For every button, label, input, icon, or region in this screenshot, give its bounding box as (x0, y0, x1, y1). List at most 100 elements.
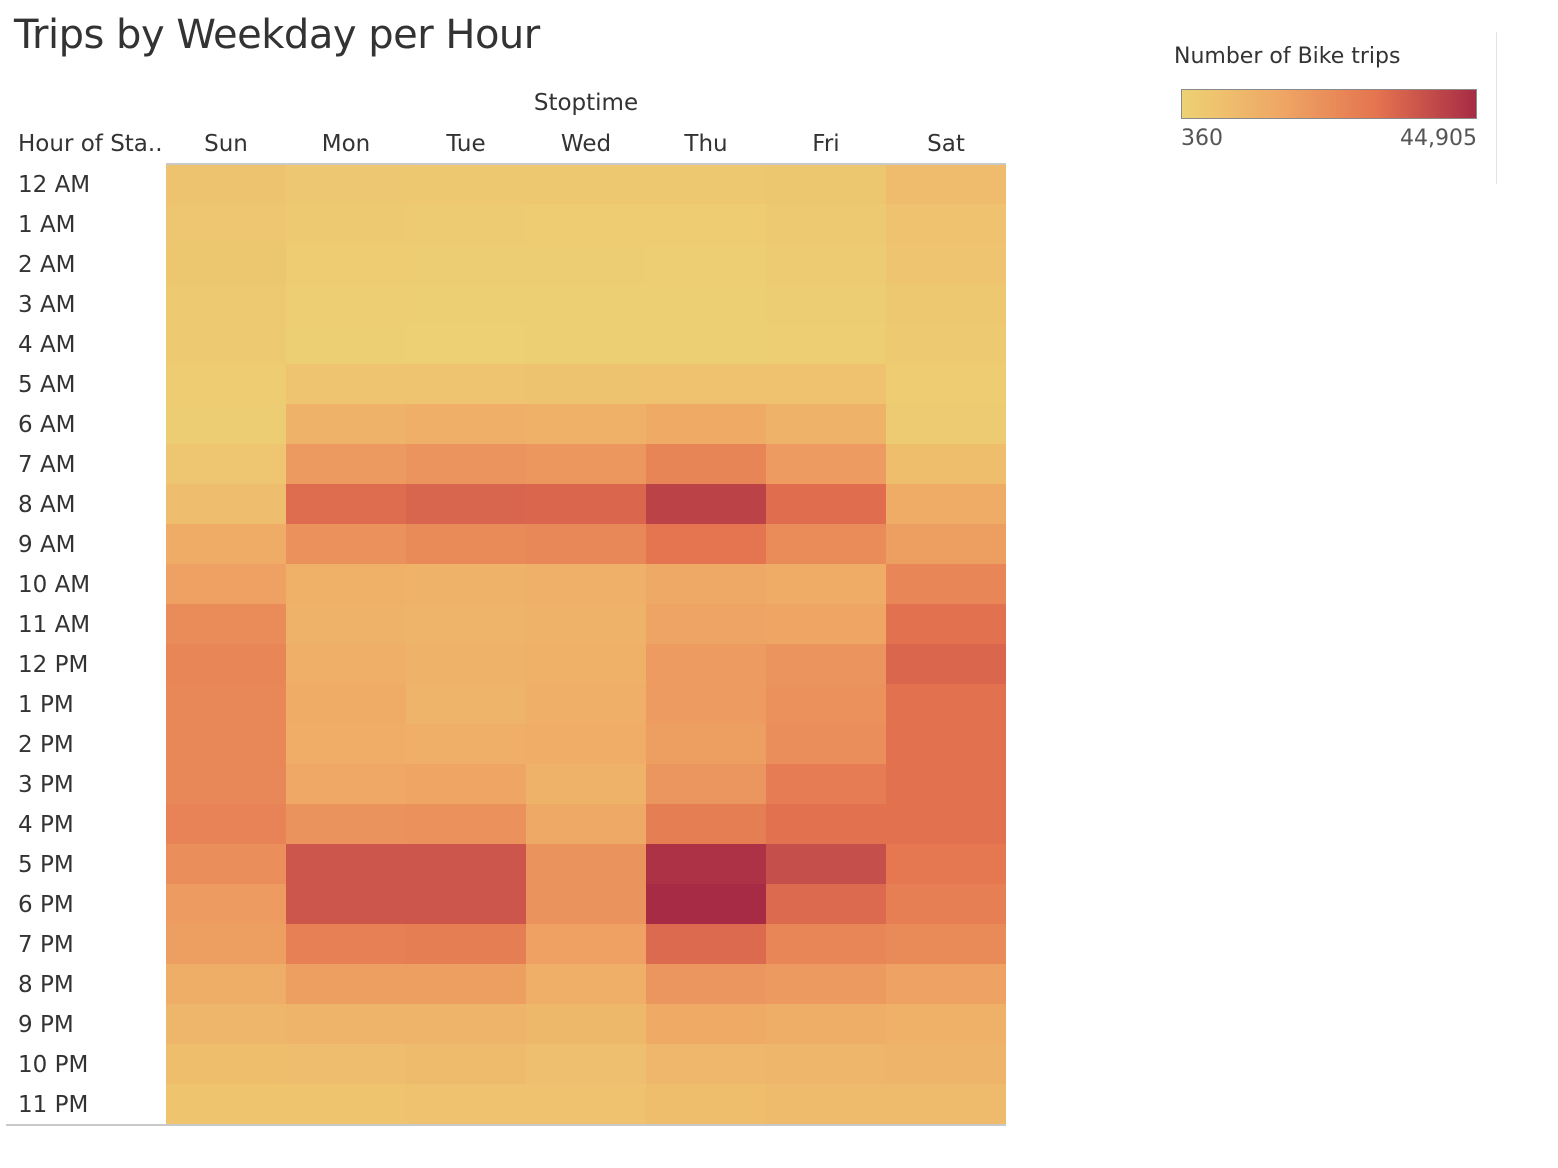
heatmap-cell[interactable]: 6 AM / Sat: 2400 (886, 404, 1006, 444)
heatmap-cell[interactable]: 7 AM / Mon: 19000 (286, 444, 406, 484)
heatmap-cell[interactable]: 10 AM / Fri: 13500 (766, 564, 886, 604)
heatmap-cell[interactable]: 12 AM / Thu: 3400 (646, 164, 766, 204)
heatmap-cell[interactable]: 3 PM / Mon: 15000 (286, 764, 406, 804)
heatmap-cell[interactable]: 9 PM / Sat: 11800 (886, 1004, 1006, 1044)
heatmap-cell[interactable]: 12 PM / Thu: 18500 (646, 644, 766, 684)
heatmap-cell[interactable]: 6 AM / Thu: 14000 (646, 404, 766, 444)
heatmap-cell[interactable]: 8 AM / Fri: 31000 (766, 484, 886, 524)
heatmap-cell[interactable]: 3 AM / Wed: 1000 (526, 284, 646, 324)
heatmap-cell[interactable]: 5 AM / Thu: 5600 (646, 364, 766, 404)
heatmap-cell[interactable]: 10 PM / Mon: 7500 (286, 1044, 406, 1084)
heatmap-cell[interactable]: 2 PM / Tue: 12500 (406, 724, 526, 764)
heatmap-cell[interactable]: 10 AM / Thu: 14500 (646, 564, 766, 604)
heatmap-cell[interactable]: 9 PM / Thu: 14000 (646, 1004, 766, 1044)
heatmap-cell[interactable]: 10 PM / Thu: 9500 (646, 1044, 766, 1084)
heatmap-cell[interactable]: 5 PM / Fri: 37500 (766, 844, 886, 884)
heatmap-cell[interactable]: 3 PM / Wed: 11000 (526, 764, 646, 804)
heatmap-cell[interactable]: 4 AM / Mon: 900 (286, 324, 406, 364)
heatmap-cell[interactable]: 1 AM / Mon: 2800 (286, 204, 406, 244)
heatmap-cell[interactable]: 1 PM / Sat: 30500 (886, 684, 1006, 724)
heatmap-cell[interactable]: 10 PM / Fri: 9800 (766, 1044, 886, 1084)
heatmap-cell[interactable]: 5 PM / Sat: 28500 (886, 844, 1006, 884)
heatmap-cell[interactable]: 7 AM / Sun: 4600 (166, 444, 286, 484)
heatmap-cell[interactable]: 3 AM / Tue: 1100 (406, 284, 526, 324)
heatmap-cell[interactable]: 6 PM / Fri: 32000 (766, 884, 886, 924)
heatmap-cell[interactable]: 12 PM / Wed: 12000 (526, 644, 646, 684)
heatmap-cell[interactable]: 2 PM / Fri: 22000 (766, 724, 886, 764)
heatmap-cell[interactable]: 2 AM / Sat: 4800 (886, 244, 1006, 284)
heatmap-cell[interactable]: 12 AM / Fri: 4000 (766, 164, 886, 204)
heatmap-cell[interactable]: 4 PM / Tue: 21500 (406, 804, 526, 844)
heatmap-cell[interactable]: 9 AM / Mon: 21500 (286, 524, 406, 564)
heatmap-cell[interactable]: 8 PM / Sat: 16500 (886, 964, 1006, 1004)
heatmap-cell[interactable]: 5 PM / Wed: 21000 (526, 844, 646, 884)
heatmap-cell[interactable]: 9 PM / Tue: 10500 (406, 1004, 526, 1044)
heatmap-cell[interactable]: 10 PM / Wed: 6600 (526, 1044, 646, 1084)
heatmap-cell[interactable]: 2 PM / Sun: 24300 (166, 724, 286, 764)
heatmap-cell[interactable]: 12 AM / Sun: 5200 (166, 164, 286, 204)
heatmap-cell[interactable]: 1 AM / Tue: 2500 (406, 204, 526, 244)
heatmap-cell[interactable]: 8 AM / Tue: 33000 (406, 484, 526, 524)
heatmap-cell[interactable]: 4 AM / Tue: 800 (406, 324, 526, 364)
heatmap-cell[interactable]: 2 PM / Wed: 13000 (526, 724, 646, 764)
heatmap-cell[interactable]: 6 AM / Fri: 11400 (766, 404, 886, 444)
heatmap-cell[interactable]: 11 AM / Tue: 10500 (406, 604, 526, 644)
heatmap-cell[interactable]: 8 PM / Wed: 12300 (526, 964, 646, 1004)
heatmap-cell[interactable]: 7 AM / Tue: 20500 (406, 444, 526, 484)
heatmap-cell[interactable]: 8 PM / Fri: 19000 (766, 964, 886, 1004)
heatmap-cell[interactable]: 9 AM / Thu: 29500 (646, 524, 766, 564)
heatmap-cell[interactable]: 9 AM / Fri: 23000 (766, 524, 886, 564)
heatmap-cell[interactable]: 5 AM / Sat: 2300 (886, 364, 1006, 404)
heatmap-cell[interactable]: 6 PM / Sun: 18500 (166, 884, 286, 924)
heatmap-cell[interactable]: 6 AM / Tue: 12500 (406, 404, 526, 444)
heatmap-cell[interactable]: 7 AM / Thu: 25000 (646, 444, 766, 484)
heatmap-cell[interactable]: 7 PM / Mon: 26000 (286, 924, 406, 964)
heatmap-cell[interactable]: 4 AM / Wed: 1100 (526, 324, 646, 364)
heatmap-cell[interactable]: 4 AM / Sat: 3100 (886, 324, 1006, 364)
heatmap-cell[interactable]: 8 PM / Sun: 12800 (166, 964, 286, 1004)
heatmap-cell[interactable]: 1 PM / Wed: 12500 (526, 684, 646, 724)
heatmap-cell[interactable]: 9 AM / Sat: 17500 (886, 524, 1006, 564)
heatmap-cell[interactable]: 8 AM / Sun: 7400 (166, 484, 286, 524)
heatmap-cell[interactable]: 2 AM / Mon: 2200 (286, 244, 406, 284)
heatmap-cell[interactable]: 4 PM / Mon: 21000 (286, 804, 406, 844)
heatmap-cell[interactable]: 12 PM / Fri: 20500 (766, 644, 886, 684)
heatmap-cell[interactable]: 6 AM / Sun: 1800 (166, 404, 286, 444)
heatmap-cell[interactable]: 1 PM / Sun: 24200 (166, 684, 286, 724)
heatmap-cell[interactable]: 3 PM / Sat: 30500 (886, 764, 1006, 804)
heatmap-cell[interactable]: 12 PM / Tue: 11000 (406, 644, 526, 684)
heatmap-cell[interactable]: 9 AM / Tue: 23500 (406, 524, 526, 564)
heatmap-cell[interactable]: 6 AM / Mon: 11000 (286, 404, 406, 444)
heatmap-cell[interactable]: 5 AM / Sun: 2300 (166, 364, 286, 404)
heatmap-cell[interactable]: 11 AM / Mon: 11200 (286, 604, 406, 644)
heatmap-cell[interactable]: 1 AM / Wed: 2300 (526, 204, 646, 244)
heatmap-cell[interactable]: 4 PM / Wed: 14500 (526, 804, 646, 844)
heatmap-cell[interactable]: 3 PM / Sun: 24200 (166, 764, 286, 804)
heatmap-cell[interactable]: 7 PM / Sat: 23500 (886, 924, 1006, 964)
heatmap-cell[interactable]: 4 PM / Fri: 30500 (766, 804, 886, 844)
heatmap-cell[interactable]: 2 PM / Thu: 17500 (646, 724, 766, 764)
heatmap-cell[interactable]: 11 PM / Fri: 8200 (766, 1084, 886, 1124)
heatmap-cell[interactable]: 7 AM / Wed: 19800 (526, 444, 646, 484)
heatmap-cell[interactable]: 12 PM / Mon: 12500 (286, 644, 406, 684)
heatmap-cell[interactable]: 12 AM / Wed: 3700 (526, 164, 646, 204)
heatmap-cell[interactable]: 5 PM / Sun: 22000 (166, 844, 286, 884)
heatmap-cell[interactable]: 3 AM / Fri: 1700 (766, 284, 886, 324)
heatmap-cell[interactable]: 6 PM / Thu: 44905 (646, 884, 766, 924)
heatmap-cell[interactable]: 12 AM / Sat: 7800 (886, 164, 1006, 204)
heatmap-cell[interactable]: 7 PM / Wed: 16800 (526, 924, 646, 964)
heatmap-cell[interactable]: 7 PM / Fri: 24500 (766, 924, 886, 964)
heatmap-cell[interactable]: 6 PM / Tue: 36000 (406, 884, 526, 924)
heatmap-cell[interactable]: 10 AM / Sat: 24500 (886, 564, 1006, 604)
heatmap-cell[interactable]: 8 PM / Tue: 17500 (406, 964, 526, 1004)
heatmap-cell[interactable]: 7 AM / Fri: 18500 (766, 444, 886, 484)
heatmap-cell[interactable]: 10 AM / Sun: 17000 (166, 564, 286, 604)
heatmap-cell[interactable]: 9 AM / Sun: 13300 (166, 524, 286, 564)
heatmap-cell[interactable]: 2 AM / Tue: 1800 (406, 244, 526, 284)
heatmap-cell[interactable]: 4 PM / Sun: 25500 (166, 804, 286, 844)
heatmap-cell[interactable]: 1 AM / Sat: 5700 (886, 204, 1006, 244)
heatmap-cell[interactable]: 1 PM / Tue: 10500 (406, 684, 526, 724)
heatmap-cell[interactable]: 8 AM / Sat: 13500 (886, 484, 1006, 524)
heatmap-cell[interactable]: 10 PM / Sat: 10200 (886, 1044, 1006, 1084)
heatmap-cell[interactable]: 8 PM / Thu: 20000 (646, 964, 766, 1004)
